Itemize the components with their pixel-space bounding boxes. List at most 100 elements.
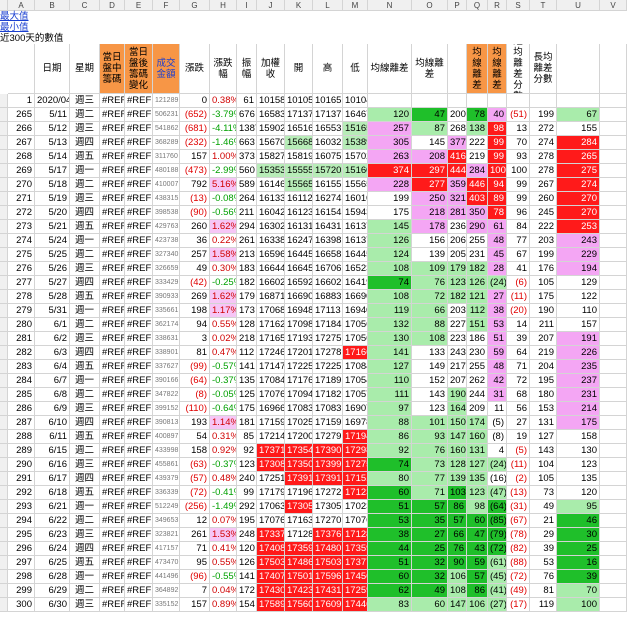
cell	[412, 94, 448, 108]
cell: 17162	[257, 318, 285, 332]
row-gutter	[0, 360, 8, 374]
cell: #REF!	[100, 136, 125, 150]
cell: 213	[237, 248, 257, 262]
cell: 週五	[70, 360, 100, 374]
cell: 38	[368, 528, 412, 542]
cell: #REF!	[100, 220, 125, 234]
cell: 6/25	[35, 556, 70, 570]
cell: 104	[530, 458, 557, 472]
cell: 0.92%	[210, 444, 237, 458]
row-gutter	[0, 374, 8, 388]
cell: 124	[368, 248, 412, 262]
column-letter: J	[257, 0, 285, 11]
cell: 17501	[285, 570, 313, 584]
cell: 193	[180, 416, 210, 430]
cell: 週二	[70, 444, 100, 458]
cell: 512249	[153, 500, 180, 514]
cell: 182	[467, 262, 488, 276]
cell: 287	[8, 416, 35, 430]
cell: 6/23	[35, 528, 70, 542]
cell: (17)	[507, 598, 530, 612]
cell: 373	[237, 150, 257, 164]
column-letter: M	[343, 0, 368, 11]
cell: 108	[448, 584, 467, 598]
row-gutter	[0, 598, 8, 612]
cell: 160	[448, 444, 467, 458]
cell: 280	[8, 318, 35, 332]
cell: 70	[557, 584, 600, 598]
cell: #REF!	[125, 136, 153, 150]
top-label[interactable]: 最大值	[0, 11, 29, 22]
row-gutter	[0, 388, 8, 402]
cell: #REF!	[100, 234, 125, 248]
header-cell: 開	[285, 44, 313, 94]
cell: 263	[368, 150, 412, 164]
row-gutter	[0, 430, 8, 444]
cell: (57)	[180, 472, 210, 486]
cell: 15165	[343, 122, 368, 136]
cell: 17298	[343, 444, 368, 458]
cell: 16032	[313, 136, 343, 150]
cell: 16907	[343, 402, 368, 416]
cell: 週五	[70, 150, 100, 164]
cell: 676	[237, 108, 257, 122]
column-letter: D	[100, 0, 125, 11]
cell	[368, 94, 412, 108]
cell	[600, 136, 627, 150]
cell: 195	[237, 514, 257, 528]
cell: 週二	[70, 248, 100, 262]
cell: 155	[557, 122, 600, 136]
cell	[600, 262, 627, 276]
cell: 17176	[285, 374, 313, 388]
cell: #REF!	[125, 402, 153, 416]
cell: 135	[557, 472, 600, 486]
cell: 132	[368, 318, 412, 332]
cell: 105	[530, 276, 557, 290]
cell: 335152	[153, 598, 180, 612]
cell: (16)	[488, 472, 507, 486]
cell: 281	[8, 332, 35, 346]
cell: 126	[368, 234, 412, 248]
cell	[600, 248, 627, 262]
cell: 5/18	[35, 178, 70, 192]
cell: 444	[448, 164, 467, 178]
cell: 48	[488, 360, 507, 374]
cell: 293	[8, 500, 35, 514]
cell: 264	[237, 192, 257, 206]
cell: 103	[448, 486, 467, 500]
cell: 17098	[285, 318, 313, 332]
cell: 83	[368, 598, 412, 612]
column-letter: F	[153, 0, 180, 11]
column-letter: T	[530, 0, 557, 11]
cell: 223	[448, 332, 467, 346]
cell: 350	[467, 206, 488, 220]
cell: 290	[467, 220, 488, 234]
cell	[600, 178, 627, 192]
cell: 16155	[313, 178, 343, 192]
cell: 255	[467, 234, 488, 248]
row-gutter	[0, 318, 8, 332]
cell: 377	[448, 136, 467, 150]
cell: #REF!	[100, 290, 125, 304]
cell: 17259	[343, 584, 368, 598]
cell: 175	[557, 416, 600, 430]
column-letter: A	[8, 0, 35, 11]
cell: 74	[368, 276, 412, 290]
top-label[interactable]: 最小值	[0, 22, 29, 33]
cell: 100	[557, 598, 600, 612]
cell: 49	[530, 500, 557, 514]
cell: 129	[557, 276, 600, 290]
cell: 17391	[285, 472, 313, 486]
cell: 16583	[257, 108, 285, 122]
cell: 399152	[153, 402, 180, 416]
cell: 6/29	[35, 584, 70, 598]
header-cell: 長均離差分數	[530, 44, 557, 94]
cell: -1.46%	[210, 136, 237, 150]
cell	[600, 472, 627, 486]
column-letter: B	[35, 0, 70, 11]
cell: 59	[488, 346, 507, 360]
cell: #REF!	[125, 556, 153, 570]
cell: 89	[488, 192, 507, 206]
cell	[600, 500, 627, 514]
